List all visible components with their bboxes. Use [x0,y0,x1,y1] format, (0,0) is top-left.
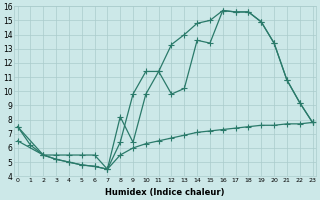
X-axis label: Humidex (Indice chaleur): Humidex (Indice chaleur) [105,188,225,197]
